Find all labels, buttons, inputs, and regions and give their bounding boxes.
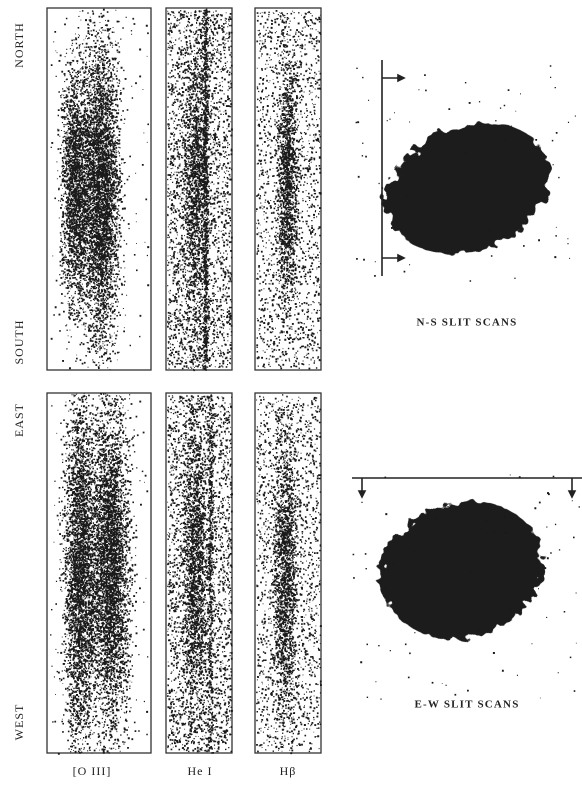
speckle bbox=[50, 393, 148, 755]
direction-label: NORTH bbox=[12, 22, 26, 68]
column-label: [O III] bbox=[73, 764, 112, 778]
direction-label: WEST bbox=[12, 704, 26, 741]
speckle bbox=[256, 394, 322, 754]
scan-blob bbox=[365, 483, 559, 657]
column-label: Hβ bbox=[280, 764, 297, 778]
column-label: He I bbox=[188, 764, 213, 778]
speckle bbox=[51, 9, 150, 371]
caption: N-S SLIT SCANS bbox=[417, 317, 518, 329]
speckle bbox=[167, 394, 233, 753]
direction-label: EAST bbox=[12, 403, 26, 437]
artwork bbox=[47, 8, 582, 755]
speckle bbox=[167, 9, 233, 372]
direction-label: SOUTH bbox=[12, 319, 26, 364]
caption: E-W SLIT SCANS bbox=[414, 699, 519, 711]
speckle bbox=[256, 10, 322, 369]
figure: NORTH SOUTH EAST WEST N-S SLIT SCANS E-W… bbox=[0, 0, 582, 794]
scan-blob bbox=[367, 99, 569, 277]
